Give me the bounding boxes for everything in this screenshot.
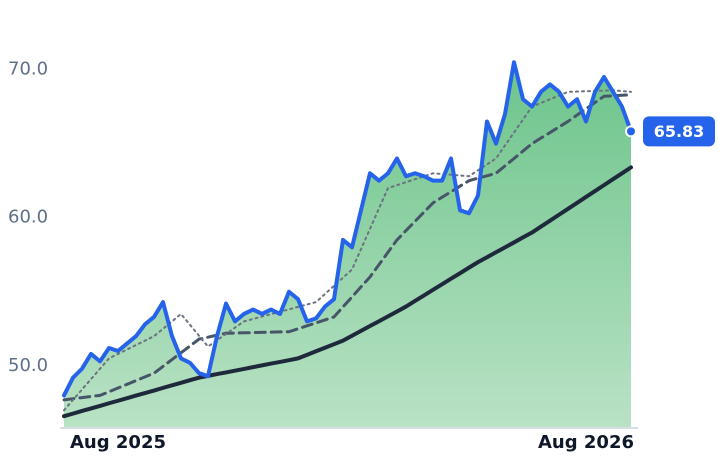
x-tick-label: Aug 2025 [70, 432, 166, 453]
y-tick-label: 60.0 [8, 207, 48, 228]
last-point [625, 125, 637, 138]
value-badge [643, 116, 715, 147]
y-tick-label: 70.0 [8, 59, 48, 80]
y-tick-label: 50.0 [8, 355, 48, 376]
plot [62, 60, 633, 428]
x-tick-label: Aug 2026 [538, 432, 634, 453]
line [63, 89, 632, 412]
line [62, 60, 633, 398]
line [62, 165, 633, 419]
value-label: 65.83 [654, 122, 705, 141]
line [62, 93, 633, 402]
